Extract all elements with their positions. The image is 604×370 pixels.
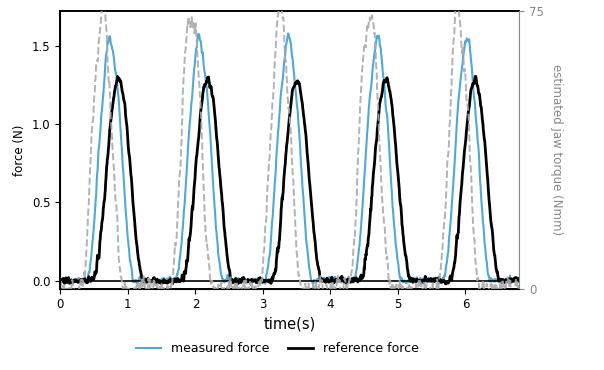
reference force — [219, 199, 226, 204]
reference force — [114, 74, 121, 78]
Y-axis label: estimated jaw torque (Nmm): estimated jaw torque (Nmm) — [550, 64, 564, 235]
Legend: measured force, reference force: measured force, reference force — [131, 337, 425, 360]
measured force — [65, 282, 72, 286]
reference force — [105, 144, 112, 149]
reference force — [231, 279, 239, 283]
measured force — [231, 279, 239, 283]
measured force — [498, 277, 505, 282]
reference force — [57, 281, 64, 285]
measured force — [105, 35, 112, 40]
reference force — [515, 278, 522, 282]
reference force — [442, 282, 449, 286]
X-axis label: time(s): time(s) — [264, 317, 316, 332]
reference force — [498, 277, 505, 282]
measured force — [378, 53, 385, 58]
measured force — [57, 278, 64, 283]
Line: reference force: reference force — [60, 76, 519, 284]
reference force — [207, 84, 214, 88]
measured force — [515, 279, 522, 283]
Line: measured force: measured force — [60, 33, 519, 284]
Y-axis label: force (N): force (N) — [13, 124, 27, 175]
measured force — [284, 31, 292, 36]
measured force — [207, 138, 214, 142]
measured force — [219, 276, 226, 280]
reference force — [378, 95, 385, 100]
